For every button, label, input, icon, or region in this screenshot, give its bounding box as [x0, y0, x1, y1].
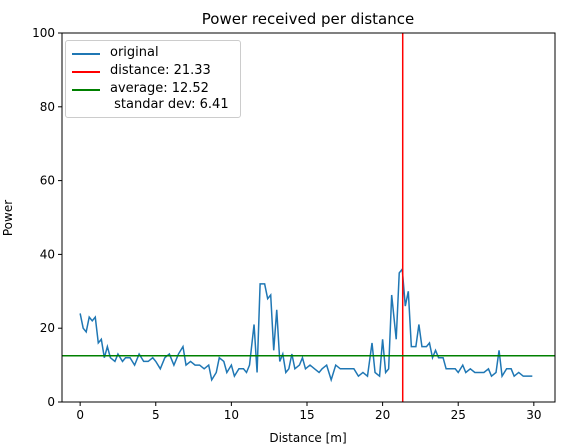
plot-frame [61, 32, 556, 403]
legend-entry: distance: 21.33 [66, 62, 240, 80]
line-series [79, 267, 533, 383]
y-tick-label: 80 [40, 100, 55, 114]
legend-swatch [72, 89, 100, 91]
legend-label: distance: 21.33 [110, 63, 211, 78]
legend: original distance: 21.33 average: 12.52 st… [65, 40, 241, 118]
x-tick-label: 10 [224, 408, 239, 422]
x-axis-label: Distance [m] [269, 431, 346, 445]
x-tick-label: 0 [76, 408, 84, 422]
y-tick-label: 60 [40, 174, 55, 188]
x-tick-label: 15 [299, 408, 314, 422]
legend-label: original [110, 45, 159, 60]
y-tick-label: 20 [40, 321, 55, 335]
legend-swatch [72, 71, 100, 73]
legend-entry: average: 12.52 standar dev: 6.41 [66, 80, 240, 114]
y-tick-label: 100 [32, 26, 55, 40]
y-tick-label: 0 [47, 395, 55, 409]
legend-label: average: 12.52 standar dev: 6.41 [110, 81, 229, 112]
y-tick-label: 40 [40, 247, 55, 261]
legend-swatch [72, 53, 100, 55]
x-tick-label: 5 [152, 408, 160, 422]
x-tick-label: 20 [375, 408, 390, 422]
y-axis-label: Power [1, 200, 15, 236]
legend-entry: original [66, 44, 240, 62]
chart-title: Power received per distance [202, 10, 414, 28]
x-tick-label: 30 [526, 408, 541, 422]
x-tick-label: 25 [451, 408, 466, 422]
